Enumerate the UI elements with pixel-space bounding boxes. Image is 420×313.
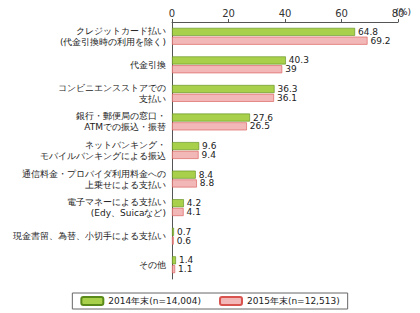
svg-text:39: 39 (285, 64, 297, 74)
svg-text:支払い: 支払い (139, 94, 166, 104)
svg-text:ATMでの振込・振替: ATMでの振込・振替 (84, 122, 166, 132)
svg-text:0.6: 0.6 (177, 236, 192, 246)
svg-text:上乗せによる支払い: 上乗せによる支払い (85, 180, 166, 190)
svg-text:2014年末(n=14,004): 2014年末(n=14,004) (108, 296, 201, 306)
svg-text:1.1: 1.1 (178, 264, 192, 274)
svg-text:64.8: 64.8 (358, 26, 379, 37)
svg-text:(Edy、Suicaなど): (Edy、Suicaなど) (91, 208, 166, 218)
svg-text:代金引換: 代金引換 (129, 60, 166, 70)
svg-text:4.1: 4.1 (187, 207, 201, 217)
svg-text:9.4: 9.4 (202, 150, 217, 160)
svg-text:銀行・郵便局の窓口・: 銀行・郵便局の窓口・ (76, 111, 166, 121)
svg-text:電子マネーによる支払い: 電子マネーによる支払い (67, 197, 166, 207)
svg-text:27.6: 27.6 (253, 112, 273, 123)
svg-text:(%): (%) (395, 7, 411, 17)
svg-text:60: 60 (335, 8, 348, 19)
svg-text:0: 0 (169, 8, 175, 19)
svg-text:モバイルバンキングによる振込: モバイルバンキングによる振込 (40, 151, 166, 161)
svg-text:36.1: 36.1 (277, 93, 297, 103)
svg-text:69.2: 69.2 (370, 36, 390, 46)
svg-text:40: 40 (279, 8, 292, 19)
svg-text:(代金引換時の利用を除く): (代金引換時の利用を除く) (60, 37, 166, 47)
svg-text:40.3: 40.3 (288, 55, 309, 66)
svg-text:8.8: 8.8 (200, 178, 215, 188)
svg-text:0.7: 0.7 (177, 226, 192, 237)
svg-text:通信料金・プロバイダ利用料金への: 通信料金・プロバイダ利用料金への (22, 169, 166, 179)
svg-text:コンビニエンスストアでの: コンビニエンスストアでの (58, 83, 166, 93)
svg-text:その他: その他 (139, 260, 166, 270)
svg-text:4.2: 4.2 (186, 198, 202, 209)
svg-text:ネットバンキング・: ネットバンキング・ (85, 140, 166, 150)
svg-text:8.4: 8.4 (198, 169, 214, 180)
svg-text:1.4: 1.4 (179, 255, 194, 266)
svg-text:クレジットカード払い: クレジットカード払い (76, 26, 166, 36)
svg-text:20: 20 (222, 8, 235, 19)
svg-text:現金書留、為替、小切手による支払い: 現金書留、為替、小切手による支払い (13, 231, 166, 241)
svg-text:9.6: 9.6 (202, 141, 217, 152)
svg-text:26.5: 26.5 (250, 121, 270, 131)
svg-text:2015年末(n=12,513): 2015年末(n=12,513) (247, 296, 340, 306)
svg-text:36.3: 36.3 (277, 84, 298, 94)
